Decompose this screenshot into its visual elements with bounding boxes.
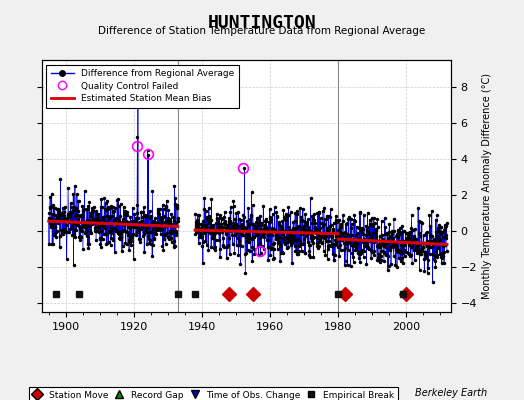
- Text: Berkeley Earth: Berkeley Earth: [415, 388, 487, 398]
- Y-axis label: Monthly Temperature Anomaly Difference (°C): Monthly Temperature Anomaly Difference (…: [483, 73, 493, 299]
- Legend: Station Move, Record Gap, Time of Obs. Change, Empirical Break: Station Move, Record Gap, Time of Obs. C…: [29, 387, 398, 400]
- Text: HUNTINGTON: HUNTINGTON: [208, 14, 316, 32]
- Text: Difference of Station Temperature Data from Regional Average: Difference of Station Temperature Data f…: [99, 26, 425, 36]
